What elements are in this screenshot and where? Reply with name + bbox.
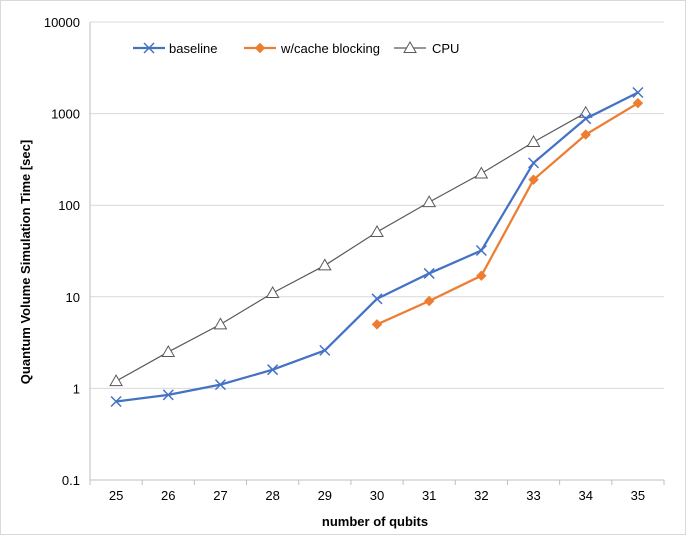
- data-point: [371, 319, 383, 330]
- data-point: [474, 166, 489, 179]
- data-point: [423, 267, 435, 279]
- y-tick-label: 10: [66, 290, 80, 305]
- x-tick-label: 32: [474, 488, 488, 503]
- x-tick-label: 29: [318, 488, 332, 503]
- data-point: [403, 40, 417, 53]
- y-tick-label: 0.1: [62, 473, 80, 488]
- data-point-stroke: [267, 364, 279, 376]
- data-point-stroke: [110, 395, 122, 407]
- legend-item: CPU: [394, 40, 459, 56]
- legend-item: w/cache blocking: [244, 41, 380, 56]
- x-tick-label: 26: [161, 488, 175, 503]
- x-tick-label: 28: [265, 488, 279, 503]
- data-point: [265, 286, 280, 299]
- data-point: [528, 174, 539, 185]
- data-point: [110, 395, 122, 407]
- data-point: [526, 134, 541, 147]
- data-point: [476, 270, 487, 281]
- data-point: [161, 344, 176, 357]
- axes-layer: 0.1 1 10 100 1000 10000 25 26 27 28 29 30 31 32 33 34 35: [44, 15, 665, 503]
- data-point-stroke: [632, 86, 644, 99]
- y-tick-label: 100: [58, 198, 80, 213]
- data-point: [632, 97, 644, 109]
- series-cpu: [109, 105, 593, 387]
- series-line: [376, 102, 639, 326]
- data-point: [528, 157, 540, 169]
- data-point: [632, 86, 644, 99]
- data-point: [267, 364, 279, 376]
- data-point: [143, 42, 155, 54]
- data-point: [475, 244, 487, 257]
- legend-label: w/cache blocking: [280, 41, 380, 56]
- legend-item: baseline: [133, 41, 217, 56]
- x-tick-label: 35: [631, 488, 645, 503]
- grid-layer: [90, 21, 664, 389]
- data-point: [214, 379, 226, 391]
- data-point: [423, 295, 435, 307]
- data-point: [580, 129, 591, 140]
- data-point-stroke: [423, 267, 435, 279]
- series-baseline: [110, 86, 644, 407]
- data-point: [371, 293, 383, 305]
- series-line: [115, 112, 587, 382]
- y-tick-label: 1000: [51, 107, 80, 122]
- legend-label: CPU: [432, 41, 459, 56]
- x-axis-title: number of qubits: [322, 514, 428, 529]
- data-point-stroke: [371, 293, 383, 305]
- x-tick-label: 31: [422, 488, 436, 503]
- x-tick-label: 27: [213, 488, 227, 503]
- data-point: [319, 344, 331, 356]
- data-point: [422, 195, 437, 208]
- data-point: [162, 389, 174, 401]
- x-tick-label: 25: [109, 488, 123, 503]
- data-point: [109, 374, 123, 387]
- data-point: [370, 224, 384, 237]
- data-point: [317, 258, 332, 271]
- data-point-stroke: [580, 113, 592, 125]
- data-point-stroke: [143, 42, 155, 54]
- series-w-cache-blocking: [371, 97, 644, 330]
- x-tick-label: 33: [526, 488, 540, 503]
- data-point: [213, 317, 228, 330]
- legend-label: baseline: [169, 41, 217, 56]
- data-point-stroke: [475, 244, 487, 257]
- y-tick-label: 1: [73, 381, 80, 396]
- data-point-stroke: [319, 344, 331, 356]
- y-tick-label: 10000: [44, 15, 80, 30]
- x-tick-label: 34: [578, 488, 592, 503]
- data-point-stroke: [214, 379, 226, 391]
- legend: baseline w/cache blocking CPU: [133, 40, 459, 56]
- data-point-stroke: [528, 157, 540, 169]
- series-layer: [109, 86, 644, 407]
- x-tick-label: 30: [370, 488, 384, 503]
- data-point: [254, 42, 266, 54]
- y-axis-title: Quantum Volume Simulation Time [sec]: [18, 140, 33, 384]
- data-point: [580, 113, 592, 125]
- data-point-stroke: [162, 389, 174, 401]
